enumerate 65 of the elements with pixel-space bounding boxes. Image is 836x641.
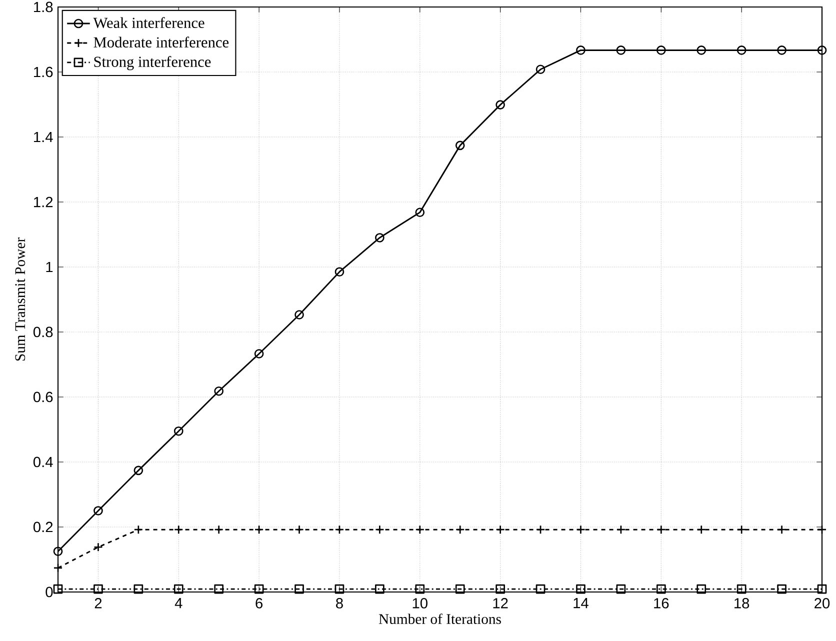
x-tick-label: 2: [94, 598, 102, 608]
point: [254, 349, 264, 358]
point: [174, 426, 184, 436]
point: [817, 46, 827, 55]
point: [496, 100, 505, 110]
point: [616, 584, 626, 594]
point: [53, 584, 63, 594]
point: [294, 310, 304, 320]
point: [415, 584, 425, 594]
point: [375, 584, 384, 594]
y-tick-label: 0.2: [33, 522, 53, 532]
y-tick-label: 0: [46, 586, 53, 598]
legend-label: Weak interference: [93, 17, 204, 28]
point: [496, 584, 505, 594]
point: [656, 584, 666, 594]
point: [415, 208, 425, 218]
point: [777, 584, 786, 594]
point: [134, 584, 144, 594]
x-tick-label: 12: [493, 598, 508, 608]
x-tick-label: 10: [412, 598, 428, 608]
y-tick-label: 0.8: [33, 326, 53, 338]
point: [375, 233, 384, 242]
x-tick-label: 6: [256, 598, 262, 608]
point: [576, 584, 586, 594]
point: [174, 584, 184, 594]
point: [777, 46, 786, 55]
point: [254, 584, 264, 594]
point: [817, 584, 827, 594]
x-tick-label: 16: [654, 598, 669, 608]
point: [536, 64, 546, 74]
legend-label: Strong interference: [94, 56, 211, 70]
y-axis-title: Sum Transmit Power: [15, 238, 26, 361]
y-tick-label: 0.6: [33, 392, 53, 402]
y-tick-label: 1: [46, 262, 53, 272]
point: [214, 584, 224, 594]
point: [736, 584, 746, 594]
point: [134, 466, 144, 476]
point: [656, 46, 666, 55]
point: [455, 584, 465, 594]
x-tick-label: 20: [814, 598, 830, 608]
y-tick-label: 1.4: [34, 132, 53, 142]
point: [696, 584, 706, 594]
point: [455, 140, 465, 150]
point: [616, 46, 626, 55]
point: [53, 546, 63, 556]
point: [214, 386, 224, 396]
x-tick-label: 18: [734, 598, 750, 608]
x-tick-label: 4: [174, 598, 182, 608]
y-tick-label: 1.8: [34, 2, 53, 12]
point: [576, 46, 586, 55]
x-tick-label: 14: [574, 598, 588, 608]
point: [696, 46, 706, 55]
point: [736, 46, 746, 55]
point: [94, 506, 103, 516]
y-tick-label: 1.6: [34, 66, 53, 78]
x-axis-title: Number of Iterations: [378, 614, 501, 624]
point: [334, 267, 344, 277]
y-tick-label: 1.2: [34, 196, 53, 208]
point: [536, 584, 546, 594]
point: [294, 584, 304, 594]
x-tick-label: 8: [336, 598, 343, 608]
point: [94, 584, 103, 594]
legend-label: Moderate interference: [94, 36, 229, 48]
y-tick-label: 0.4: [33, 456, 53, 468]
point: [334, 584, 344, 594]
